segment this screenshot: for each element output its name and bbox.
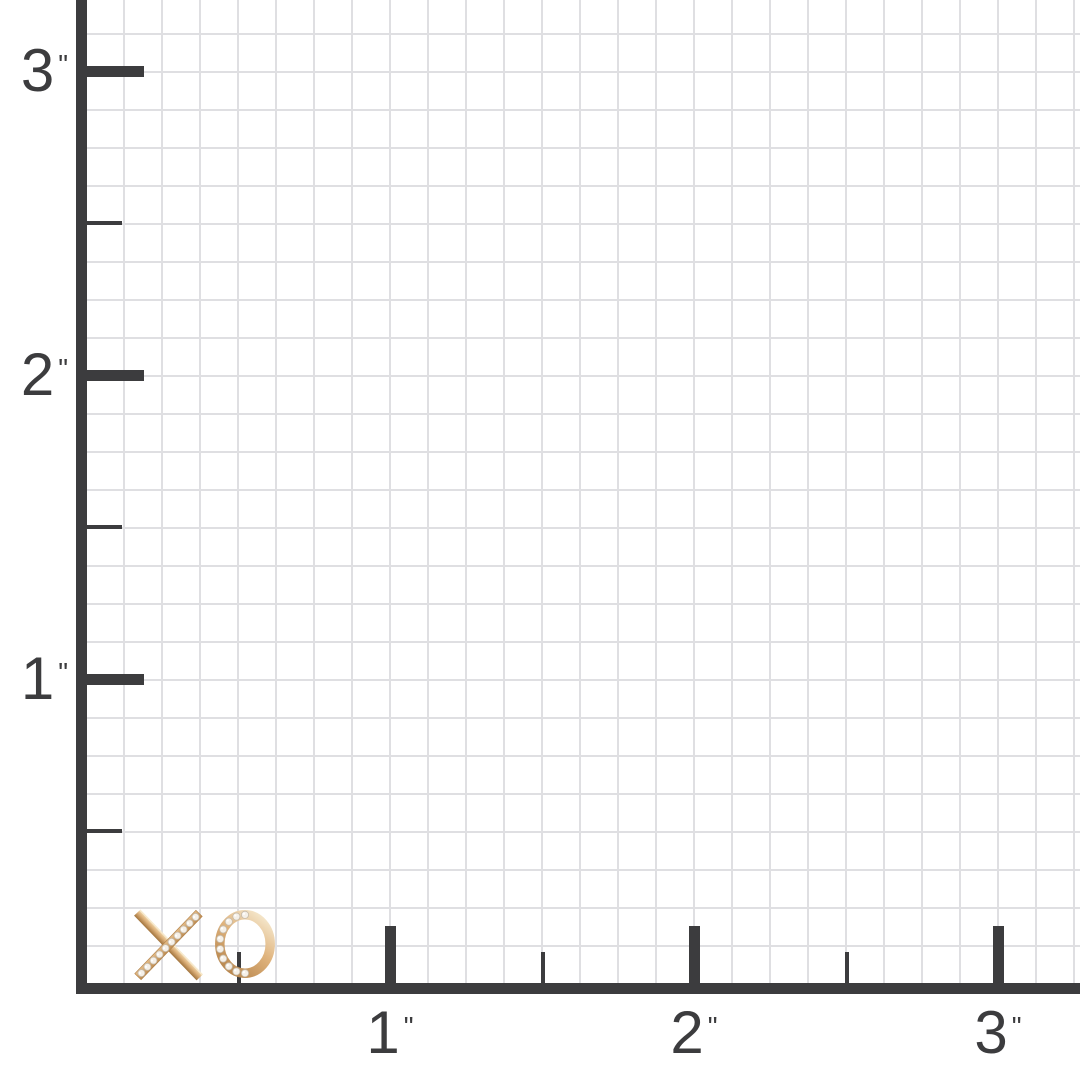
y-major-tick: [76, 673, 144, 685]
x-minor-tick: [844, 952, 849, 983]
pave-stone: [219, 925, 228, 934]
pave-stone: [224, 962, 233, 971]
stone-glint: [220, 956, 224, 959]
pave-stone: [219, 954, 228, 963]
stone-glint: [226, 964, 229, 967]
pave-stone: [241, 910, 250, 919]
stone-glint: [144, 965, 148, 968]
y-axis-label-1in: 1 ": [0, 648, 68, 721]
inch-mark: ": [1011, 1010, 1022, 1042]
pave-stone: [155, 950, 164, 959]
o-pave-stones: [216, 910, 250, 978]
pave-stone: [191, 913, 200, 921]
x-label-value: 2: [670, 999, 705, 1066]
pave-stone: [232, 967, 241, 976]
stone-glint: [156, 953, 160, 956]
stone-glint: [150, 959, 154, 962]
y-minor-tick: [76, 525, 122, 529]
x-label-value: 1: [366, 999, 401, 1066]
x-major-tick: [689, 926, 700, 983]
o-letter-ring: [215, 910, 275, 978]
pave-stone: [224, 917, 233, 926]
y-label-value: 1: [20, 645, 56, 712]
stone-glint: [186, 922, 190, 925]
y-axis-label-3in: 3 ": [0, 40, 68, 113]
pave-stone: [173, 931, 182, 940]
y-axis-label-2in: 2 ": [0, 344, 68, 417]
y-minor-tick: [76, 829, 122, 833]
inch-mark: ": [707, 1010, 718, 1042]
pave-stone: [216, 945, 225, 954]
stone-glint: [234, 914, 237, 917]
x-axis-label-2in: 2 ": [624, 1002, 764, 1075]
y-label-value: 3: [20, 37, 56, 104]
pave-stone: [149, 956, 158, 965]
xo-charm: [134, 909, 275, 981]
inch-mark: ": [58, 656, 68, 688]
x-label-value: 3: [974, 999, 1009, 1066]
pave-stone: [216, 934, 225, 943]
stone-glint: [162, 947, 166, 950]
pave-stone: [137, 969, 146, 977]
pave-stone: [143, 962, 152, 971]
x-letter-pave-bar: [134, 909, 203, 981]
inch-mark: ": [58, 352, 68, 384]
stone-glint: [242, 970, 246, 974]
inch-mark: ": [58, 48, 68, 80]
inch-mark: ": [403, 1010, 414, 1042]
stone-glint: [242, 912, 246, 915]
x-minor-tick: [540, 952, 545, 983]
pave-stone: [167, 937, 176, 946]
x-axis: [76, 983, 1080, 994]
y-minor-tick: [76, 221, 122, 225]
x-pave-stones: [137, 913, 200, 977]
x-axis-label-1in: 1 ": [320, 1002, 460, 1075]
stone-glint: [192, 915, 196, 919]
stone-glint: [174, 934, 178, 937]
stone-glint: [180, 928, 184, 931]
stone-glint: [168, 940, 172, 944]
y-axis: [76, 0, 87, 994]
pave-stone: [179, 925, 188, 934]
pave-stone: [185, 919, 194, 928]
stone-glint: [226, 919, 229, 922]
pave-stone: [161, 944, 170, 953]
pave-stone: [232, 912, 241, 921]
stone-glint: [234, 969, 237, 972]
y-major-tick: [76, 65, 144, 77]
y-major-tick: [76, 369, 144, 381]
x-axis-label-3in: 3 ": [928, 1002, 1068, 1075]
stone-glint: [138, 971, 142, 975]
grid-paper: [87, 0, 1080, 983]
x-major-tick: [993, 926, 1004, 983]
stone-glint: [217, 946, 221, 950]
stone-glint: [217, 936, 221, 940]
x-major-tick: [385, 926, 396, 983]
pave-stone: [241, 969, 250, 978]
stone-glint: [220, 927, 224, 930]
y-label-value: 2: [20, 341, 56, 408]
